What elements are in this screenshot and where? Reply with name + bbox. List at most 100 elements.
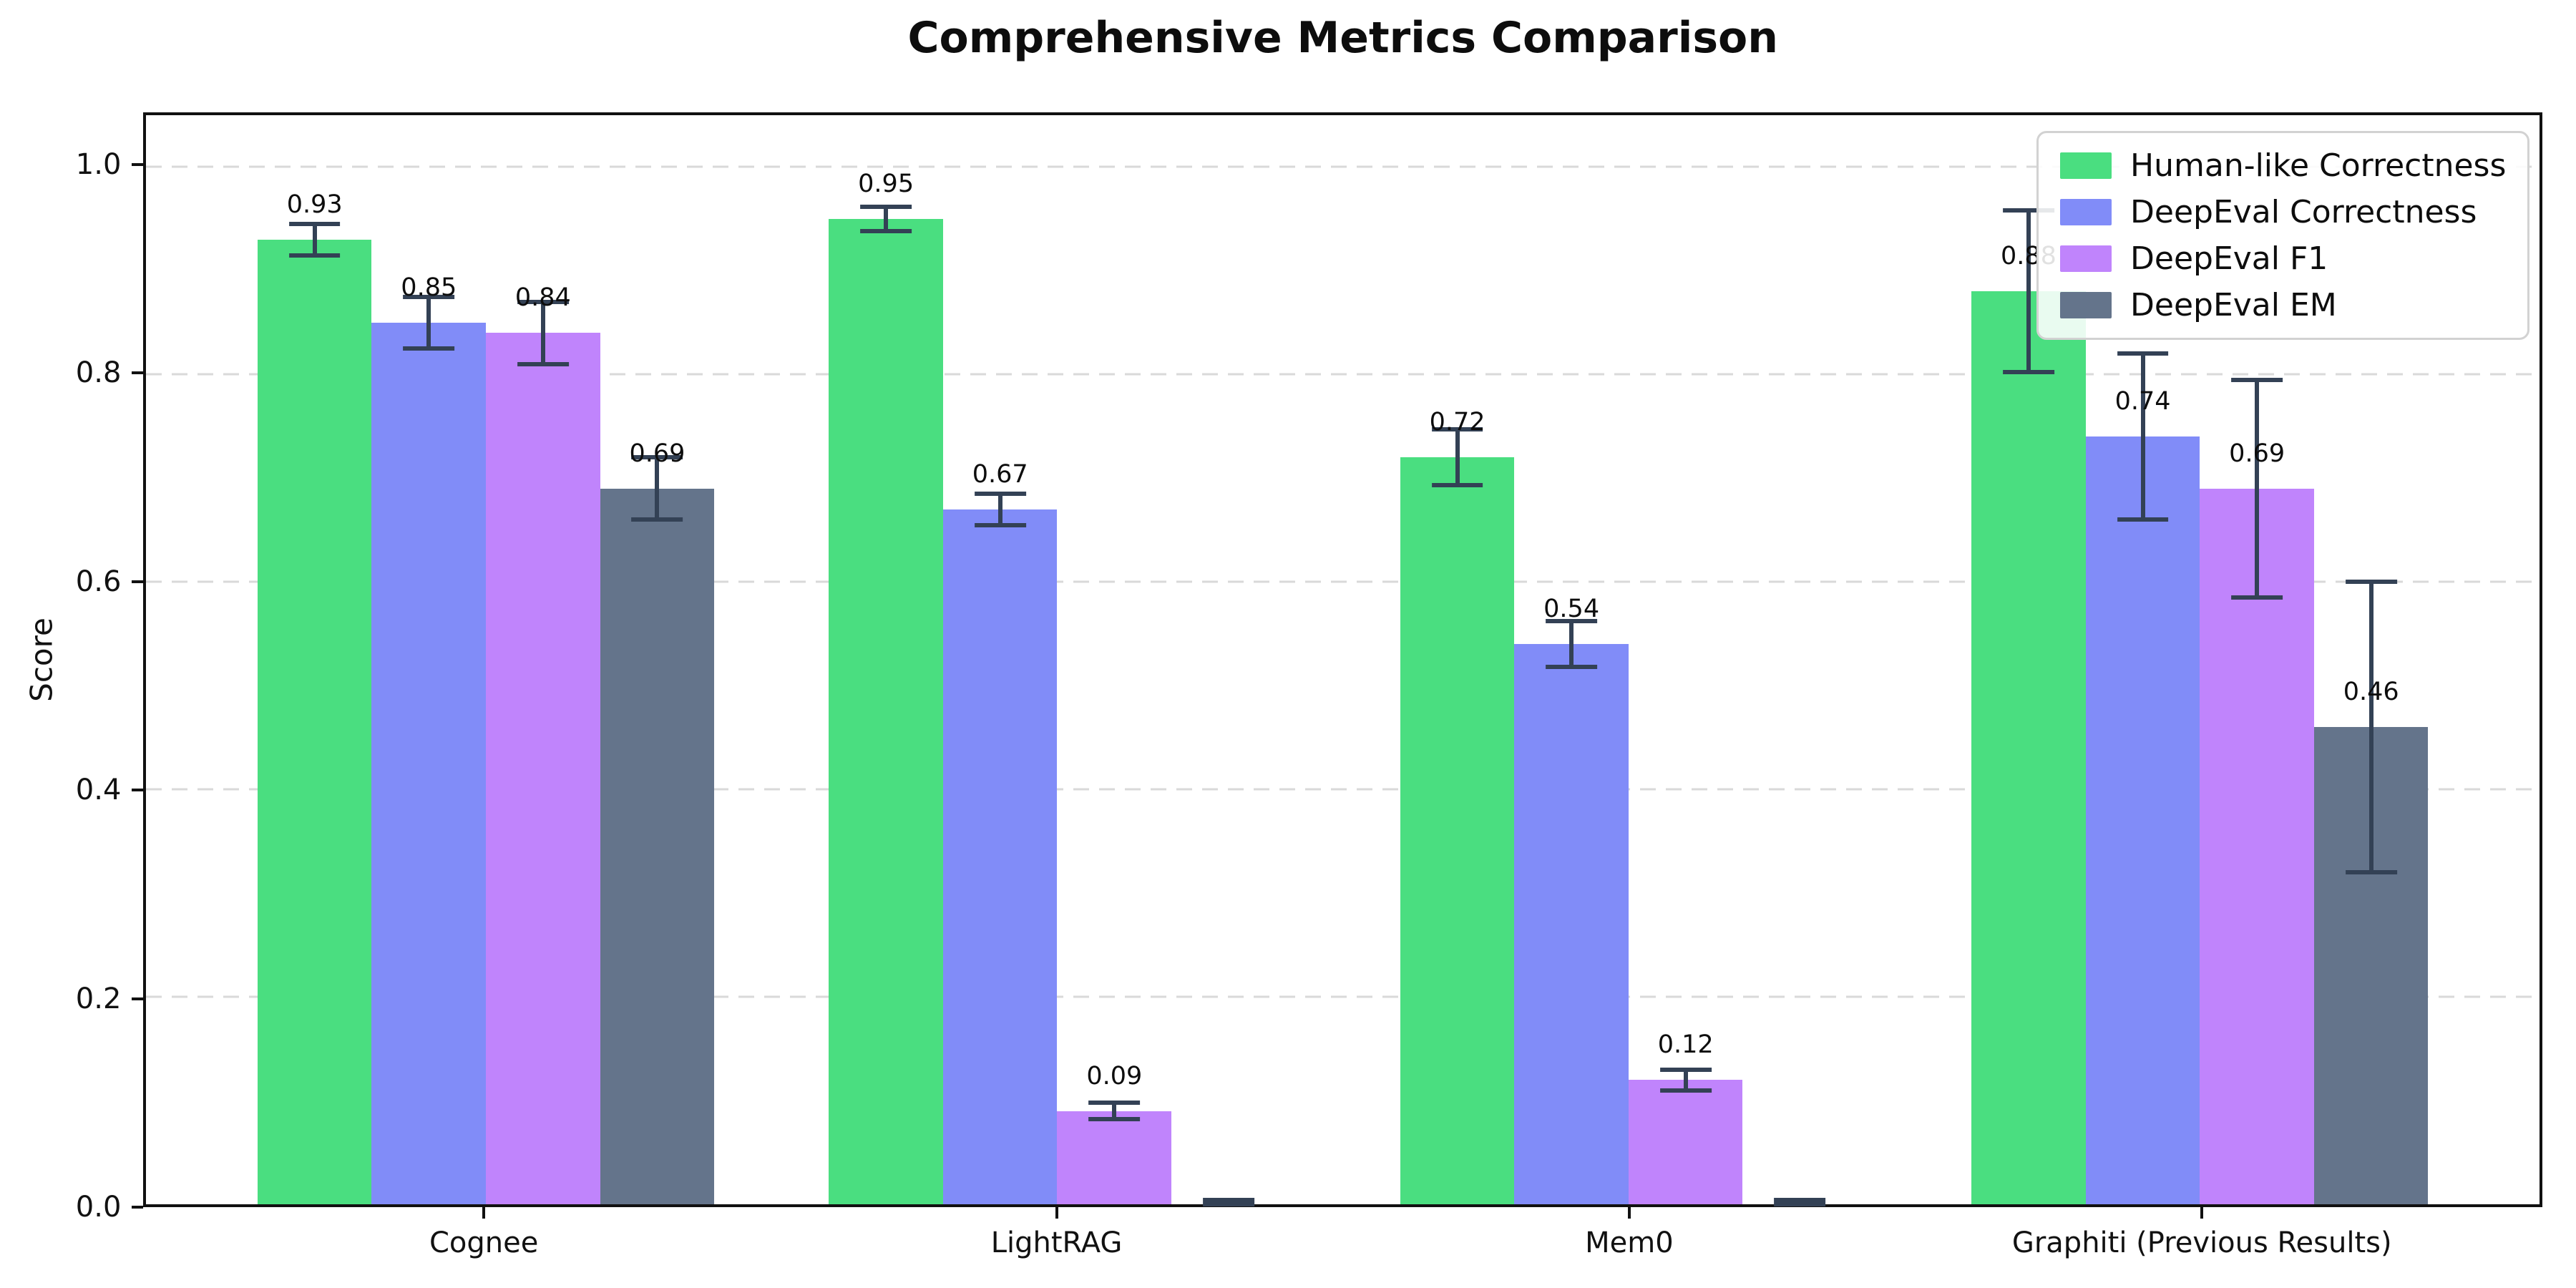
x-tick-label: LightRAG: [990, 1226, 1123, 1259]
legend-swatch: [2060, 152, 2112, 179]
error-bar-cap: [631, 517, 683, 522]
bar: [1628, 1080, 1743, 1204]
grid-line: [146, 580, 2540, 583]
legend-label: DeepEval EM: [2130, 286, 2337, 323]
y-tick-label: 0.6: [75, 565, 122, 598]
y-axis-label: Score: [24, 618, 59, 702]
error-bar-cap: [1774, 1201, 1826, 1206]
error-bar-cap: [288, 222, 341, 227]
bar: [942, 509, 1058, 1204]
grid-line: [146, 165, 2540, 168]
y-tick-mark: [132, 580, 144, 583]
error-bar: [2026, 210, 2031, 373]
y-tick-label: 0.2: [75, 982, 122, 1015]
bar: [2200, 488, 2314, 1204]
error-bar: [2368, 582, 2373, 873]
error-bar-cap: [403, 294, 455, 299]
error-bar-cap: [1431, 427, 1483, 432]
y-tick-mark: [132, 997, 144, 1000]
error-bar-cap: [1088, 1117, 1141, 1122]
bar-value-label: 0.74: [2114, 387, 2171, 416]
grid-line: [146, 373, 2540, 376]
bar: [2085, 436, 2200, 1204]
y-tick-mark: [132, 789, 144, 792]
error-bar-cap: [517, 361, 569, 366]
legend-item: DeepEval EM: [2060, 287, 2506, 323]
x-tick-label: Cognee: [429, 1226, 539, 1259]
bar: [829, 218, 943, 1204]
error-bar-cap: [2117, 351, 2169, 356]
y-tick-mark: [132, 1205, 144, 1209]
error-bar: [2140, 353, 2145, 520]
bar: [371, 322, 487, 1204]
bar-value-label: 0.69: [629, 439, 686, 468]
error-bar-cap: [403, 346, 455, 351]
legend: Human-like Correctness DeepEval Correctne…: [2036, 130, 2530, 340]
x-tick-mark: [2200, 1206, 2204, 1219]
legend-label: DeepEval Correctness: [2130, 193, 2477, 230]
bar: [600, 488, 715, 1204]
bar-value-label: 0.84: [514, 283, 571, 313]
error-bar-cap: [1088, 1100, 1141, 1105]
plot-area: Human-like Correctness DeepEval Correctne…: [143, 112, 2543, 1207]
error-bar-cap: [2231, 377, 2283, 382]
bar-value-label: 0.93: [286, 190, 343, 219]
error-bar-cap: [1659, 1088, 1712, 1093]
y-tick-mark: [132, 162, 144, 166]
error-bar-cap: [1774, 1198, 1826, 1203]
error-bar: [1569, 621, 1574, 668]
error-bar-cap: [2003, 208, 2054, 213]
bar: [1514, 644, 1629, 1204]
error-bar-cap: [1546, 665, 1598, 670]
error-bar-cap: [1431, 483, 1483, 488]
error-bar: [884, 206, 889, 232]
error-bar: [1455, 429, 1460, 486]
legend-item: DeepEval F1: [2060, 240, 2506, 277]
error-bar-cap: [974, 492, 1026, 497]
error-bar: [426, 296, 431, 349]
error-bar-cap: [1202, 1198, 1254, 1203]
bar: [1400, 457, 1515, 1204]
error-bar-cap: [860, 204, 912, 209]
error-bar-cap: [1202, 1201, 1254, 1206]
bar-value-label: 0.85: [401, 273, 457, 302]
legend-swatch: [2060, 245, 2112, 272]
error-bar-cap: [288, 253, 341, 258]
error-bar-cap: [2345, 870, 2397, 875]
bar: [1057, 1111, 1172, 1204]
bar-value-label: 0.67: [972, 459, 1028, 489]
y-tick-label: 0.4: [75, 774, 122, 807]
error-bar-cap: [974, 522, 1026, 527]
chart-title: Comprehensive Metrics Comparison: [907, 13, 1778, 63]
error-bar-cap: [1546, 619, 1598, 624]
error-bar: [540, 301, 545, 364]
bar-value-label: 0.69: [2229, 439, 2285, 468]
legend-swatch: [2060, 291, 2112, 318]
y-tick-label: 0.0: [75, 1190, 122, 1224]
bar: [257, 239, 372, 1204]
error-bar: [655, 457, 660, 520]
x-tick-mark: [1627, 1206, 1631, 1219]
legend-item: Human-like Correctness: [2060, 147, 2506, 184]
bar-value-label: 0.95: [858, 169, 914, 198]
legend-label: DeepEval F1: [2130, 240, 2328, 277]
error-bar-cap: [517, 299, 569, 304]
error-bar-cap: [2003, 370, 2054, 375]
y-tick-label: 1.0: [75, 147, 122, 181]
bar-value-label: 0.12: [1657, 1030, 1714, 1060]
error-bar: [312, 224, 317, 255]
y-tick-mark: [132, 371, 144, 375]
bar-value-label: 0.72: [1429, 408, 1485, 437]
grid-line: [146, 788, 2540, 791]
legend-label: Human-like Correctness: [2130, 147, 2507, 184]
error-bar-cap: [2231, 595, 2283, 600]
bar-value-label: 0.46: [2343, 678, 2399, 707]
grid-line: [146, 995, 2540, 998]
y-tick-label: 0.8: [75, 356, 122, 390]
error-bar: [1112, 1102, 1117, 1120]
error-bar-cap: [2345, 580, 2397, 585]
error-bar-cap: [1659, 1067, 1712, 1072]
error-bar-cap: [631, 455, 683, 460]
error-bar: [2255, 379, 2260, 597]
